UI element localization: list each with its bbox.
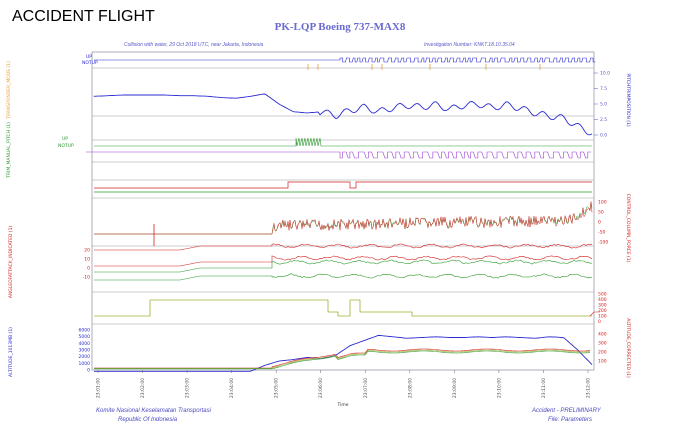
- x-tick-label: 23:12:00: [586, 378, 592, 398]
- series-manual-trim: [94, 137, 592, 147]
- axis-label-notup: NOTUP: [58, 143, 74, 149]
- left-tick-label: 5000: [79, 334, 91, 340]
- series-aoa-indicated: [94, 259, 592, 273]
- series-trim-switch: [86, 151, 592, 159]
- right-tick-label: 10.0: [600, 71, 610, 77]
- left-tick-label: 20: [84, 248, 90, 254]
- footer-left-1: Komite Nasional Keselamatan Transportasi: [96, 408, 212, 414]
- label-aoa: ANGLEOFATTACK_INDICATED (1): [8, 226, 14, 299]
- series-aoa-indicated: [94, 243, 593, 251]
- chart-title: PK-LQP Boeing 737-MAX8: [275, 21, 406, 33]
- right-tick-label: 5.0: [600, 102, 607, 108]
- right-tick-label: 0: [598, 220, 601, 226]
- right-tick-label: 300: [598, 303, 607, 309]
- right-tick-label: 200: [598, 350, 607, 356]
- series-pitch-trim-position: [93, 93, 593, 136]
- right-tick-label: 2.5: [600, 117, 607, 123]
- plot-frame: [91, 51, 595, 371]
- series-aoa-left: [94, 201, 593, 235]
- right-tick-label: 0.0: [600, 133, 607, 139]
- right-tick-label: 100: [598, 200, 607, 206]
- series-aoa-indicated: [94, 255, 593, 267]
- label-pitch-trim-pos: PITCHTRIMPOSITION (1): [625, 73, 631, 127]
- x-tick-label: 23:05:00: [274, 378, 280, 398]
- x-tick-label: 23:02:00: [140, 378, 146, 398]
- chart-subtitle-left: Collision with water, 29 Oct 2018 UTC, n…: [124, 42, 263, 48]
- x-tick-label: 23:03:00: [185, 378, 191, 398]
- series-aoa-right: [94, 201, 593, 235]
- left-tick-label: 0: [87, 266, 90, 272]
- right-tick-label: 7.5: [600, 86, 607, 92]
- series-transponder-line: [94, 57, 596, 63]
- left-tick-label: 2000: [79, 354, 91, 360]
- left-tick-label: 6000: [79, 328, 91, 334]
- x-tick-label: 23:04:00: [229, 378, 235, 398]
- label-ctrl-col: CONTROL_COLUMN_FORCE (1): [625, 194, 631, 263]
- axis-label-notup: NOTUP: [82, 60, 98, 66]
- right-tick-label: 100: [598, 359, 607, 365]
- left-tick-label: -10: [83, 275, 90, 281]
- series-flap-end: [589, 311, 600, 317]
- left-tick-label: 1000: [79, 361, 91, 367]
- right-tick-label: 400: [598, 332, 607, 338]
- slide-title: ACCIDENT FLIGHT: [12, 8, 155, 25]
- right-tick-label: -100: [598, 240, 608, 246]
- axis-label-up: UP: [62, 136, 68, 142]
- axis-label-up: UP: [86, 54, 92, 60]
- left-tick-label: 4000: [79, 341, 91, 347]
- footer-left-2: Republic Of Indonesia: [118, 417, 178, 423]
- right-tick-label: 100: [598, 314, 607, 320]
- left-tick-label: 0: [87, 368, 90, 374]
- series-stickshaker: [94, 181, 592, 189]
- left-tick-label: 3000: [79, 348, 91, 354]
- series-altitude: [94, 335, 593, 372]
- footer-right-2: File: Parameters: [548, 417, 592, 423]
- series-altitude-corrected: [94, 349, 591, 369]
- label-transponder: TRANSPONDER_MODE (1): [6, 61, 12, 120]
- left-tick-label: 10: [84, 257, 90, 263]
- x-tick-label: 23:01:00: [96, 378, 102, 398]
- x-tick-label: 23:09:00: [452, 378, 458, 398]
- label-alt-corr: ALTITUDE_CORRECTED (1): [625, 318, 631, 378]
- series-aoa-indicated: [94, 273, 593, 281]
- series-flap: [94, 299, 592, 317]
- right-tick-label: 400: [598, 297, 607, 303]
- x-tick-label: 23:06:00: [318, 378, 324, 398]
- series-altitude-corrected: [94, 350, 591, 370]
- right-tick-label: 50: [598, 210, 604, 216]
- x-tick-label: 23:10:00: [496, 378, 502, 398]
- label-pitch-trim: TRIM_MANUAL_PITCH (1): [6, 122, 12, 179]
- right-tick-label: 200: [598, 308, 607, 314]
- series-altitude-corrected: [94, 348, 591, 369]
- x-tick-label: 23:08:00: [407, 378, 413, 398]
- label-alt: ALTITUDE_1013MB (1): [8, 327, 14, 377]
- x-tick-label: 23:07:00: [363, 378, 369, 398]
- right-tick-label: 500: [598, 292, 607, 298]
- footer-right-1: Accident - PRELIMINARY: [531, 408, 602, 414]
- right-tick-label: 300: [598, 341, 607, 347]
- right-tick-label: 0: [598, 319, 601, 325]
- x-tick-label: 23:11:00: [541, 378, 547, 398]
- right-tick-label: -50: [598, 230, 605, 236]
- x-axis-label: Time: [336, 402, 348, 408]
- chart-subtitle-right: Investigation Number: KNKT.18.10.35.04: [424, 42, 515, 48]
